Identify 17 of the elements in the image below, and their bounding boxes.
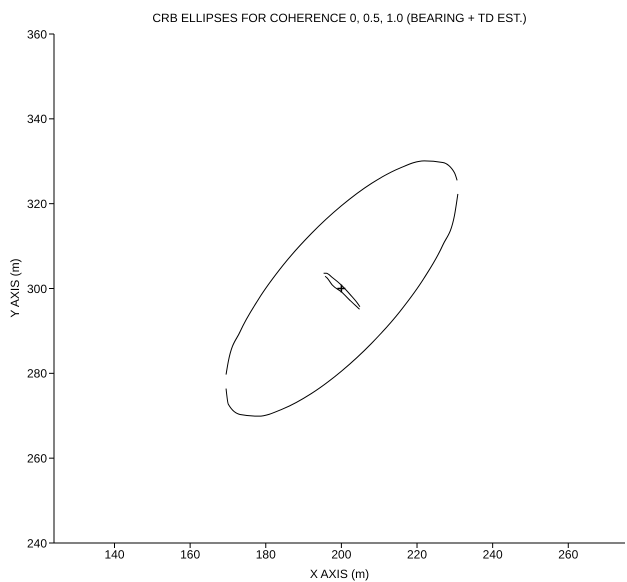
y-tick-label: 300 <box>26 282 48 296</box>
y-tick-label: 360 <box>26 27 48 42</box>
chart-title: CRB ELLIPSES FOR COHERENCE 0, 0.5, 1.0 (BEARING + TD EST.) <box>151 11 528 25</box>
x-tick-label: 180 <box>256 548 276 562</box>
y-tick-label: 340 <box>26 112 48 126</box>
x-tick-label: 260 <box>558 548 579 562</box>
x-axis-title: X AXIS (m) <box>310 567 370 581</box>
x-tick-label: 240 <box>482 548 503 562</box>
y-tick-label: 260 <box>26 451 48 466</box>
x-tick-label: 160 <box>180 548 200 562</box>
x-tick-label: 140 <box>104 548 125 562</box>
y-axis-title: Y AXIS (m) <box>8 258 22 318</box>
x-tick-label: 220 <box>407 548 428 562</box>
y-tick-label: 320 <box>26 196 48 211</box>
y-tick-label: 280 <box>26 366 48 381</box>
y-tick-label: 240 <box>26 536 48 550</box>
x-tick-label: 200 <box>331 548 352 562</box>
